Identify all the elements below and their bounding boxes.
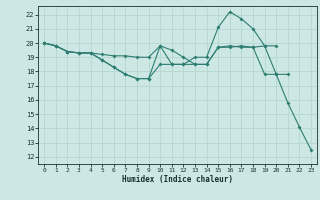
X-axis label: Humidex (Indice chaleur): Humidex (Indice chaleur) [122,175,233,184]
